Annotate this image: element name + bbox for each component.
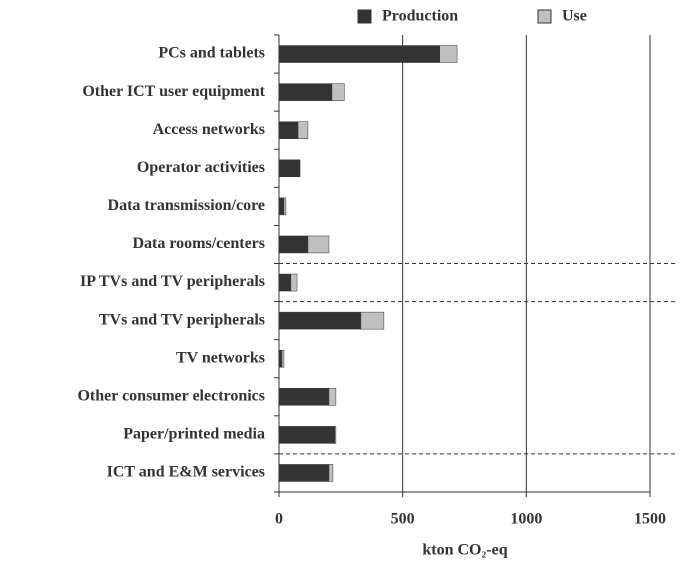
bar-segment (278, 197, 285, 216)
legend-swatch (357, 9, 372, 24)
bar-segment (278, 45, 441, 63)
y-tick-label: Other ICT user equipment (82, 83, 265, 100)
y-tick-label: IP TVs and TV peripherals (80, 273, 265, 290)
y-tick-label: Other consumer electronics (77, 387, 265, 404)
y-tick-label: ICT and E&M services (107, 464, 265, 481)
bar-segment (360, 311, 385, 330)
x-tick-label: 1000 (510, 511, 542, 528)
bar-segment (334, 426, 337, 444)
x-tick-label: 500 (391, 511, 415, 528)
bar-segment (307, 235, 330, 254)
bar-segment (278, 464, 330, 482)
bar-segment (297, 121, 309, 139)
x-tick-label: 1500 (634, 511, 666, 528)
x-axis-label: kton CO₂-eq (422, 542, 507, 559)
bar-segment (278, 311, 362, 330)
y-tick-label: Operator activities (137, 159, 265, 176)
bar-segment (278, 349, 283, 368)
y-tick-label: PCs and tablets (158, 45, 265, 62)
bar-segment (439, 45, 458, 63)
bar-segment (290, 273, 298, 292)
legend-label: Use (562, 8, 587, 25)
bar-segment (278, 273, 292, 292)
y-tick-label: Access networks (153, 121, 265, 138)
y-tick-label: Paper/printed media (123, 426, 265, 443)
y-tick-label: Data rooms/centers (132, 235, 265, 252)
x-tick-label: 0 (275, 511, 283, 528)
bar-segment (278, 426, 336, 444)
legend-label: Production (382, 8, 458, 25)
legend-swatch (537, 9, 552, 24)
y-tick-label: TV networks (176, 349, 265, 366)
bar-segment (278, 159, 301, 178)
bar-segment (331, 83, 345, 101)
bar-segment (281, 349, 285, 368)
y-tick-label: TVs and TV peripherals (99, 311, 265, 328)
bar-segment (278, 83, 333, 101)
bar-segment (328, 388, 337, 406)
bar-segment (278, 121, 299, 139)
bar-segment (278, 388, 330, 406)
bar-segment (283, 197, 287, 216)
bar-segment (278, 235, 309, 254)
y-tick-label: Data transmission/core (108, 197, 265, 214)
bar-segment (328, 464, 334, 482)
